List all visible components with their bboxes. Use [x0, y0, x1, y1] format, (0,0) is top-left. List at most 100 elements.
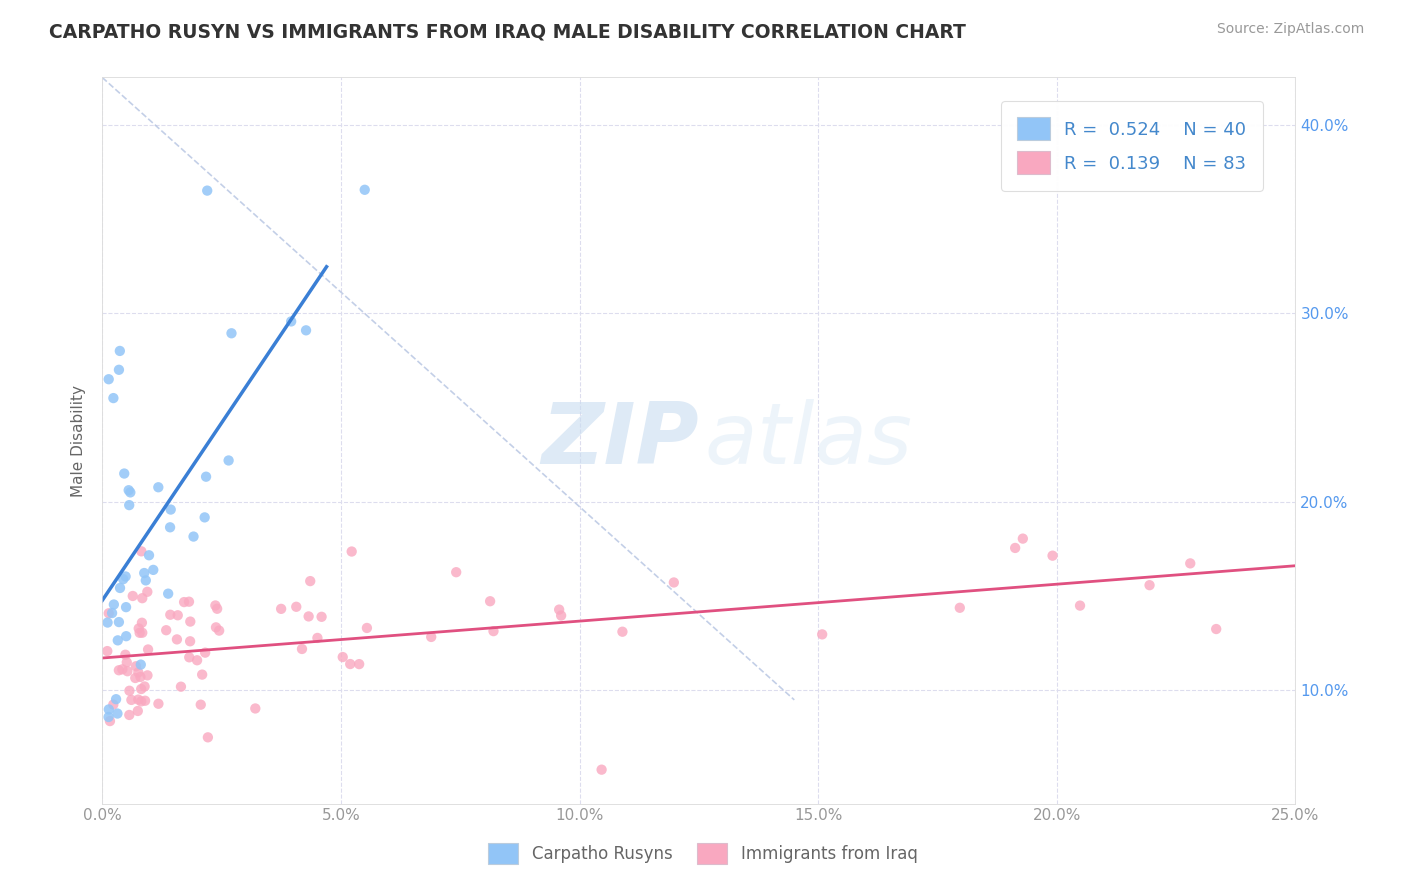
- Point: [155, 624, 177, 638]
- Point: [108, 581, 131, 595]
- Point: [112, 572, 135, 586]
- Point: [307, 631, 329, 645]
- Point: [949, 600, 972, 615]
- Point: [170, 680, 193, 694]
- Point: [183, 530, 205, 544]
- Point: [356, 621, 378, 635]
- Point: [1004, 541, 1026, 555]
- Point: [97, 710, 120, 724]
- Point: [114, 648, 136, 662]
- Point: [1139, 578, 1161, 592]
- Point: [97, 702, 120, 716]
- Point: [197, 731, 219, 745]
- Point: [548, 602, 571, 616]
- Point: [111, 662, 134, 676]
- Point: [591, 763, 613, 777]
- Point: [179, 615, 201, 629]
- Point: [115, 600, 138, 615]
- Point: [811, 627, 834, 641]
- Point: [194, 510, 217, 524]
- Point: [134, 694, 156, 708]
- Text: ZIP: ZIP: [541, 399, 699, 482]
- Point: [101, 606, 124, 620]
- Point: [179, 634, 201, 648]
- Point: [298, 609, 321, 624]
- Point: [299, 574, 322, 588]
- Point: [97, 372, 120, 386]
- Point: [118, 683, 141, 698]
- Point: [103, 698, 125, 712]
- Point: [295, 323, 318, 337]
- Point: [121, 589, 143, 603]
- Point: [107, 633, 129, 648]
- Point: [662, 575, 685, 590]
- Point: [128, 622, 150, 636]
- Text: CARPATHO RUSYN VS IMMIGRANTS FROM IRAQ MALE DISABILITY CORRELATION CHART: CARPATHO RUSYN VS IMMIGRANTS FROM IRAQ M…: [49, 22, 966, 41]
- Point: [131, 625, 153, 640]
- Point: [291, 642, 314, 657]
- Point: [190, 698, 212, 712]
- Point: [159, 520, 181, 534]
- Point: [221, 326, 243, 341]
- Point: [129, 657, 152, 672]
- Point: [138, 548, 160, 562]
- Text: Source: ZipAtlas.com: Source: ZipAtlas.com: [1216, 22, 1364, 37]
- Point: [285, 599, 308, 614]
- Point: [157, 587, 180, 601]
- Point: [159, 502, 181, 516]
- Point: [191, 667, 214, 681]
- Point: [117, 664, 139, 678]
- Point: [280, 314, 302, 328]
- Point: [204, 599, 226, 613]
- Point: [482, 624, 505, 639]
- Point: [148, 480, 170, 494]
- Point: [120, 693, 142, 707]
- Point: [128, 625, 150, 640]
- Point: [339, 657, 361, 671]
- Point: [195, 184, 218, 198]
- Y-axis label: Male Disability: Male Disability: [72, 384, 86, 497]
- Point: [148, 697, 170, 711]
- Point: [129, 681, 152, 696]
- Point: [142, 563, 165, 577]
- Point: [103, 391, 125, 405]
- Point: [125, 659, 148, 673]
- Point: [245, 701, 267, 715]
- Point: [97, 607, 120, 621]
- Point: [134, 566, 156, 580]
- Point: [177, 595, 200, 609]
- Point: [311, 609, 333, 624]
- Point: [353, 183, 375, 197]
- Point: [96, 644, 118, 658]
- Point: [131, 544, 153, 558]
- Point: [205, 620, 228, 634]
- Point: [115, 629, 138, 643]
- Point: [479, 594, 502, 608]
- Point: [127, 665, 149, 680]
- Point: [136, 584, 159, 599]
- Legend: Carpatho Rusyns, Immigrants from Iraq: Carpatho Rusyns, Immigrants from Iraq: [482, 837, 924, 871]
- Text: atlas: atlas: [704, 399, 912, 482]
- Point: [98, 714, 121, 728]
- Point: [186, 653, 208, 667]
- Point: [105, 692, 128, 706]
- Point: [115, 655, 138, 669]
- Point: [120, 485, 142, 500]
- Point: [1180, 557, 1202, 571]
- Point: [332, 650, 354, 665]
- Point: [103, 598, 125, 612]
- Point: [108, 343, 131, 358]
- Point: [612, 624, 634, 639]
- Point: [208, 624, 231, 638]
- Point: [195, 469, 218, 483]
- Point: [340, 544, 363, 558]
- Point: [136, 642, 159, 657]
- Legend: R =  0.524    N = 40, R =  0.139    N = 83: R = 0.524 N = 40, R = 0.139 N = 83: [1001, 101, 1263, 191]
- Point: [127, 704, 149, 718]
- Point: [1011, 532, 1033, 546]
- Point: [205, 601, 228, 615]
- Point: [136, 668, 159, 682]
- Point: [135, 574, 157, 588]
- Point: [218, 453, 240, 467]
- Point: [420, 630, 443, 644]
